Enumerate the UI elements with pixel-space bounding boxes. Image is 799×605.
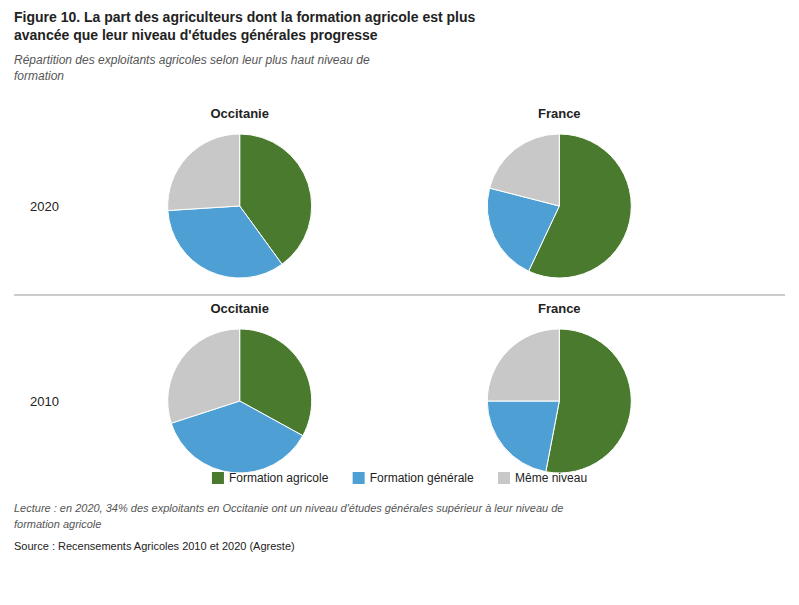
row-label: 2020 xyxy=(30,199,59,214)
pie-slice xyxy=(490,134,560,206)
title: Figure 10. La part des agriculteurs dont… xyxy=(14,9,476,25)
legend-item: Formation générale xyxy=(353,471,474,485)
legend-label: Formation générale xyxy=(370,471,474,485)
note: Lecture : en 2020, 34% des exploitants e… xyxy=(14,502,563,514)
legend-item: Même niveau xyxy=(498,471,587,485)
pie-title: France xyxy=(538,301,581,316)
pie xyxy=(487,134,631,278)
legend: Formation agricole Formation générale Même… xyxy=(212,471,587,485)
note: formation agricole xyxy=(14,518,101,530)
legend-swatch xyxy=(353,472,365,484)
pie xyxy=(487,329,631,473)
separator xyxy=(14,295,785,296)
subtitle: formation xyxy=(14,69,64,83)
subtitle: Répartition des exploitants agricoles se… xyxy=(14,53,370,67)
pie-title: Occitanie xyxy=(210,106,269,121)
source: Source : Recensements Agricoles 2010 et … xyxy=(14,540,295,552)
pie xyxy=(168,329,312,473)
legend-item: Formation agricole xyxy=(212,471,329,485)
row-label: 2010 xyxy=(30,394,59,409)
pie-title: Occitanie xyxy=(210,301,269,316)
chart: Figure 10. La part des agriculteurs dont… xyxy=(0,0,799,605)
pie-slice xyxy=(487,401,559,472)
pie-title: France xyxy=(538,106,581,121)
legend-swatch xyxy=(212,472,224,484)
pie xyxy=(168,134,312,278)
legend-label: Formation agricole xyxy=(229,471,329,485)
title: avancée que leur niveau d'études général… xyxy=(14,27,378,43)
pie-slice xyxy=(168,329,240,423)
pie-slice xyxy=(168,134,240,211)
pie-slice xyxy=(487,329,559,401)
legend-swatch xyxy=(498,472,510,484)
pie-slice xyxy=(168,206,282,278)
legend-label: Même niveau xyxy=(515,471,587,485)
